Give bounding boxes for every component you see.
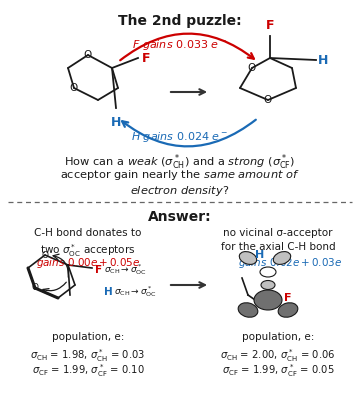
Text: F: F <box>284 293 292 303</box>
Ellipse shape <box>260 267 276 277</box>
Text: F: F <box>142 52 150 65</box>
Text: H: H <box>318 54 328 66</box>
Text: C-H bond donates to: C-H bond donates to <box>34 228 142 238</box>
Ellipse shape <box>254 290 282 310</box>
Ellipse shape <box>239 252 257 265</box>
Text: acceptor gain nearly the $\mathit{same\ amount\ of}$: acceptor gain nearly the $\mathit{same\ … <box>60 168 300 182</box>
Text: $\mathit{F\ gains\ 0.033\ e^-}$: $\mathit{F\ gains\ 0.033\ e^-}$ <box>132 38 228 52</box>
Text: O: O <box>32 283 39 293</box>
Text: F: F <box>266 19 274 32</box>
Text: $\mathit{H\ gains\ 0.024\ e^-}$: $\mathit{H\ gains\ 0.024\ e^-}$ <box>131 130 229 144</box>
Text: O: O <box>84 50 92 60</box>
Ellipse shape <box>273 252 291 265</box>
Text: $\sigma_{\mathrm{CF}}$ = 1.99, $\sigma^*_{\mathrm{CF}}$ = 0.10: $\sigma_{\mathrm{CF}}$ = 1.99, $\sigma^*… <box>32 362 144 379</box>
Text: F: F <box>95 265 102 275</box>
Text: $\mathit{gains\ 0.02e+0.03e}$: $\mathit{gains\ 0.02e+0.03e}$ <box>238 256 342 270</box>
Ellipse shape <box>278 303 298 317</box>
Text: $\sigma_{\mathrm{CH}}\rightarrow\sigma^*_{\mathrm{OC}}$: $\sigma_{\mathrm{CH}}\rightarrow\sigma^*… <box>104 262 147 277</box>
Text: $\sigma_{\mathrm{CH}}$ = 2.00, $\sigma^*_{\mathrm{CH}}$ = 0.06: $\sigma_{\mathrm{CH}}$ = 2.00, $\sigma^*… <box>220 347 336 364</box>
Text: Answer:: Answer: <box>148 210 212 224</box>
Text: H: H <box>111 116 121 129</box>
Text: $\mathit{gains\ 0.00e+0.05e}$: $\mathit{gains\ 0.00e+0.05e}$ <box>36 256 140 270</box>
Text: $\sigma_{\mathrm{CH}}$ = 1.98, $\sigma^*_{\mathrm{CH}}$ = 0.03: $\sigma_{\mathrm{CH}}$ = 1.98, $\sigma^*… <box>31 347 145 364</box>
Text: for the axial C-H bond: for the axial C-H bond <box>221 242 335 252</box>
Text: two $\sigma^*_{\mathrm{OC}}$ acceptors: two $\sigma^*_{\mathrm{OC}}$ acceptors <box>40 242 136 259</box>
Text: H: H <box>255 250 265 260</box>
Text: population, e:: population, e: <box>52 332 124 342</box>
Text: O: O <box>41 250 49 260</box>
Ellipse shape <box>238 303 258 317</box>
Text: $\sigma_{\mathrm{CH}}\rightarrow\sigma^*_{\mathrm{OC}}$: $\sigma_{\mathrm{CH}}\rightarrow\sigma^*… <box>114 285 157 300</box>
Text: population, e:: population, e: <box>242 332 314 342</box>
Text: O: O <box>70 83 78 93</box>
Text: O: O <box>264 95 272 105</box>
Text: $\mathit{electron\ density?}$: $\mathit{electron\ density?}$ <box>130 184 230 198</box>
Text: $\sigma_{\mathrm{CF}}$ = 1.99, $\sigma^*_{\mathrm{CF}}$ = 0.05: $\sigma_{\mathrm{CF}}$ = 1.99, $\sigma^*… <box>222 362 334 379</box>
Ellipse shape <box>261 281 275 290</box>
Text: no vicinal σ-acceptor: no vicinal σ-acceptor <box>223 228 333 238</box>
Text: The 2nd puzzle:: The 2nd puzzle: <box>118 14 242 28</box>
Text: H: H <box>104 287 113 297</box>
Text: O: O <box>248 63 256 73</box>
Text: How can a $\mathit{weak}$ ($\sigma^*_{\mathrm{CH}}$) and a $\mathit{strong}$ ($\: How can a $\mathit{weak}$ ($\sigma^*_{\m… <box>64 152 296 172</box>
